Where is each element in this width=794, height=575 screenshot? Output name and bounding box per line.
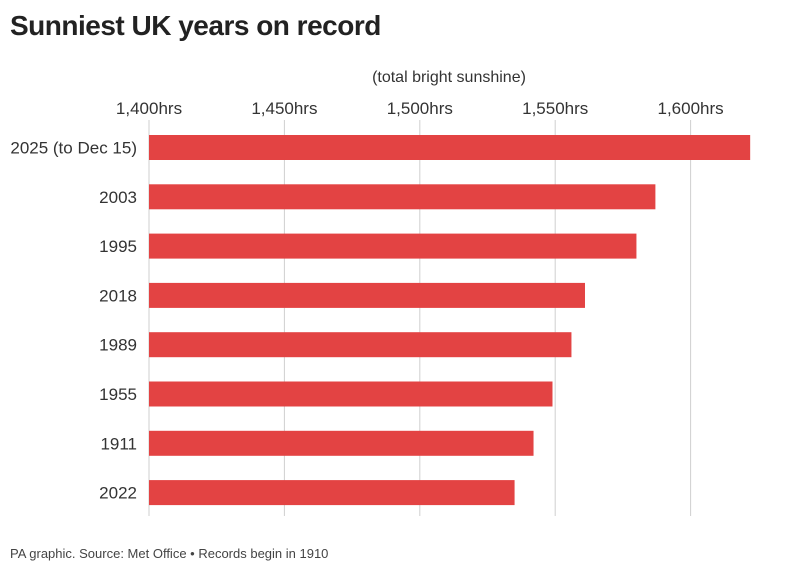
x-tick-label: 1,400hrs bbox=[116, 99, 182, 118]
bar bbox=[149, 184, 656, 210]
category-label: 2022 bbox=[99, 484, 137, 503]
bar bbox=[149, 135, 751, 160]
x-tick-label: 1,500hrs bbox=[387, 99, 453, 118]
category-label: 2025 (to Dec 15) bbox=[10, 139, 137, 158]
source-footnote: PA graphic. Source: Met Office • Records… bbox=[10, 546, 329, 561]
gridlines bbox=[148, 120, 692, 516]
y-axis-labels: 2025 (to Dec 15) 2003 1995 2018 1989 1955 1911… bbox=[10, 139, 137, 503]
category-label: 1989 bbox=[99, 336, 137, 355]
bar bbox=[149, 381, 553, 407]
bar bbox=[149, 430, 534, 456]
chart-title: Sunniest UK years on record bbox=[10, 10, 381, 41]
category-label: 1995 bbox=[99, 237, 137, 256]
axis-subtitle: (total bright sunshine) bbox=[372, 69, 526, 86]
x-tick-label: 1,450hrs bbox=[251, 99, 317, 118]
x-tick-label: 1,550hrs bbox=[522, 99, 588, 118]
bars bbox=[149, 135, 751, 506]
category-label: 1911 bbox=[100, 434, 137, 453]
x-tick-label: 1,600hrs bbox=[658, 99, 724, 118]
category-label: 1955 bbox=[99, 385, 137, 404]
bar bbox=[149, 282, 585, 308]
category-label: 2018 bbox=[99, 286, 137, 305]
x-axis-ticks: 1,400hrs 1,450hrs 1,500hrs 1,550hrs 1,600hrs bbox=[116, 99, 724, 118]
bar bbox=[149, 233, 637, 259]
bar bbox=[149, 480, 515, 506]
bar bbox=[149, 332, 572, 358]
category-label: 2003 bbox=[99, 188, 137, 207]
